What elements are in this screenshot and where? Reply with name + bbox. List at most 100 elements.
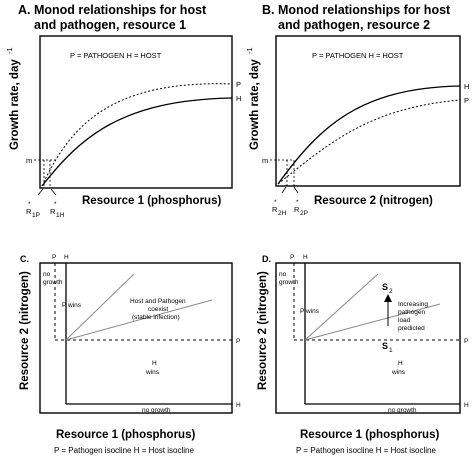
- panel-b-curve-label-h: H: [464, 82, 469, 91]
- panel-c-coexist-2: coexist: [148, 306, 168, 313]
- svg-text:*: *: [274, 199, 277, 206]
- panel-a-host-curve: [41, 97, 233, 187]
- panel-a: A. Monod relationships for host and path…: [5, 3, 241, 219]
- svg-text:*: *: [28, 201, 31, 208]
- panel-d-top-h: H: [303, 254, 308, 261]
- svg-text:*: *: [296, 199, 299, 206]
- panel-a-curve-label-p: P: [236, 80, 241, 89]
- svg-text:Growth rate, day: Growth rate, day: [9, 59, 21, 150]
- panel-c-top-h: H: [64, 254, 69, 261]
- panel-d: D. P H Resource 2 (nitrogen) P H no grow…: [257, 254, 469, 455]
- svg-text:1: 1: [389, 347, 393, 354]
- panel-c-frame: [39, 262, 233, 414]
- svg-text:1P: 1P: [32, 212, 40, 219]
- svg-text:2H: 2H: [278, 210, 287, 217]
- panel-c-ylabel: Resource 2 (nitrogen): [19, 271, 31, 390]
- panel-a-xlabel: Resource 1 (phosphorus): [82, 195, 221, 207]
- panel-d-p-wins-p: P: [300, 308, 304, 315]
- svg-text:R: R: [294, 205, 300, 214]
- svg-text:R: R: [50, 207, 56, 216]
- panel-d-no-growth-bottom: no growth: [388, 407, 417, 414]
- panel-c-vector-upper: [65, 273, 135, 341]
- panel-d-ylabel: Resource 2 (nitrogen): [257, 271, 269, 390]
- panel-b-legend: P = PATHOGEN H = HOST: [312, 51, 404, 60]
- panel-b-r2h-label: * R 2H: [272, 199, 287, 217]
- panel-c-no-growth-left-1: no: [43, 271, 51, 278]
- svg-text:S: S: [382, 282, 388, 292]
- svg-text:Resource 2 (nitrogen): Resource 2 (nitrogen): [19, 271, 31, 390]
- panel-a-pathogen-curve: [41, 83, 233, 187]
- svg-text:*: *: [54, 201, 57, 208]
- panel-c-top-p: P: [52, 254, 56, 261]
- panel-b-r2p-pointer: [293, 186, 299, 194]
- panel-b: B. Monod relationships for host and path…: [245, 3, 469, 217]
- panel-d-no-growth-left-1: no: [279, 271, 287, 278]
- panel-a-ylabel-exp: -1: [5, 47, 14, 54]
- panel-d-arrow-text-2: pathogen: [398, 309, 425, 316]
- panel-c-right-p: P: [236, 338, 240, 345]
- panel-a-title-line1: A. Monod relationships for host: [18, 3, 207, 17]
- panel-d-s2-label: S 2: [382, 282, 393, 295]
- panel-a-title-line2: and pathogen, resource 1: [34, 18, 186, 32]
- panel-a-r1h-label: * R 1H: [50, 201, 65, 219]
- panel-d-footnote: P = Pathogen isocline H = Host isocline: [296, 446, 436, 455]
- panel-c-h-wins-label: wins: [145, 369, 160, 376]
- panel-c-tag: C.: [20, 254, 29, 264]
- panel-a-r1h-pointer: [50, 188, 57, 196]
- panel-d-xlabel: Resource 1 (phosphorus): [300, 429, 439, 441]
- panel-c-right-h: H: [236, 402, 241, 409]
- panel-d-right-h: H: [464, 402, 469, 409]
- panel-d-arrow-text-1: Increasing: [398, 301, 428, 308]
- panel-d-vector-lower: [304, 303, 441, 341]
- panel-c-no-growth-bottom: no growth: [142, 407, 171, 414]
- panel-d-h-wins-label: wins: [391, 369, 406, 376]
- panel-a-r1p-pointer: [37, 188, 44, 196]
- panel-c-xlabel: Resource 1 (phosphorus): [56, 429, 195, 441]
- panel-d-arrow-text-3: load: [398, 317, 411, 324]
- svg-text:S: S: [382, 341, 388, 351]
- panel-d-h-wins-h: H: [398, 360, 403, 367]
- panel-a-m-label: m: [26, 156, 32, 165]
- svg-text:2: 2: [389, 288, 393, 295]
- panel-b-ylabel-exp: -1: [245, 47, 254, 54]
- panel-b-ylabel: Growth rate, day -1: [245, 47, 261, 150]
- panel-d-arrow-head: [384, 294, 392, 302]
- panel-d-p-wins-label: wins: [305, 308, 320, 315]
- panel-d-right-p: P: [464, 338, 468, 345]
- panel-c-p-wins-label: wins: [67, 302, 82, 309]
- panel-a-curve-label-h: H: [236, 94, 241, 103]
- panel-d-tag: D.: [262, 254, 271, 264]
- svg-text:Growth rate, day: Growth rate, day: [249, 59, 261, 150]
- panel-d-s1-label: S 1: [382, 341, 393, 354]
- panel-c-h-wins-h: H: [152, 360, 157, 367]
- panel-b-r2p-label: * R 2P: [294, 199, 308, 217]
- panel-a-r1p-label: * R 1P: [26, 201, 40, 219]
- panel-d-vector-upper: [304, 273, 379, 341]
- panel-d-top-p: P: [290, 254, 294, 261]
- panel-b-m-label: m: [262, 156, 268, 165]
- panel-b-title-line1: B. Monod relationships for host: [262, 3, 451, 17]
- panel-c-coexist-1: Host and Pathogen: [130, 298, 186, 305]
- panel-b-curve-label-p: P: [464, 96, 469, 105]
- panel-b-r2h-pointer: [281, 186, 287, 194]
- panel-b-host-curve: [277, 85, 461, 185]
- panel-c: C. P H Resource 2 (nitrogen) P H no grow…: [19, 254, 241, 455]
- panel-b-title-line2: and pathogen, resource 2: [278, 18, 430, 32]
- panel-d-arrow-text-4: predicted: [398, 325, 425, 332]
- panel-c-footnote: P = Pathogen isocline H = Host isocline: [54, 446, 194, 455]
- svg-text:R: R: [26, 207, 32, 216]
- panel-a-frame: [39, 35, 233, 189]
- panel-d-no-growth-left-2: growth: [279, 279, 299, 286]
- panel-c-vector-lower: [65, 299, 213, 341]
- panel-c-coexist-3: (stable infection): [132, 314, 180, 321]
- panel-a-legend: P = PATHOGEN H = HOST: [70, 51, 162, 60]
- panel-b-pathogen-curve: [277, 99, 461, 185]
- svg-text:1H: 1H: [56, 212, 65, 219]
- svg-text:R: R: [272, 205, 278, 214]
- svg-text:2P: 2P: [300, 210, 308, 217]
- panel-b-frame: [275, 35, 461, 187]
- svg-text:Resource 2 (nitrogen): Resource 2 (nitrogen): [257, 271, 269, 390]
- panel-c-no-growth-left-2: growth: [43, 279, 63, 286]
- panel-b-xlabel: Resource 2 (nitrogen): [314, 195, 433, 207]
